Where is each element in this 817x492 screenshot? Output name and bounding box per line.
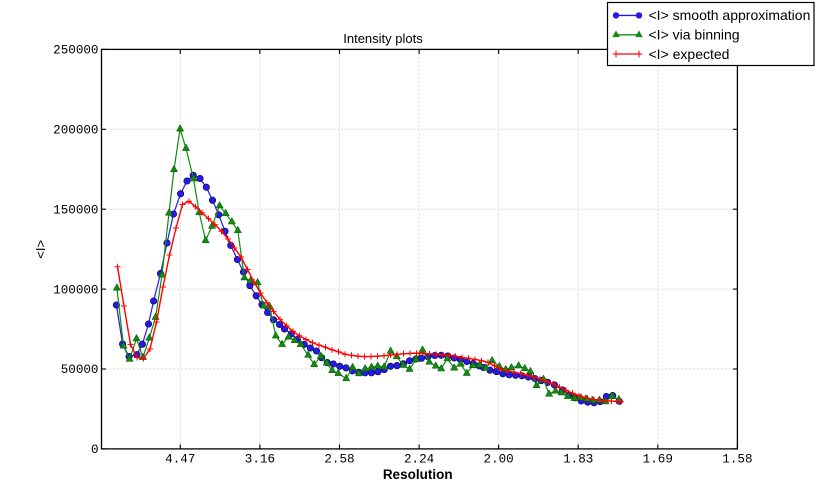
- svg-text:1.83: 1.83: [563, 453, 593, 467]
- svg-text:1.69: 1.69: [643, 453, 673, 467]
- svg-text:150000: 150000: [53, 203, 98, 217]
- svg-text:50000: 50000: [61, 363, 99, 377]
- svg-text:3.16: 3.16: [245, 453, 275, 467]
- svg-text:1.58: 1.58: [722, 453, 752, 467]
- svg-text:Intensity plots: Intensity plots: [343, 31, 423, 46]
- svg-text:2.24: 2.24: [404, 453, 434, 467]
- svg-text:4.47: 4.47: [165, 453, 195, 467]
- svg-text:Resolution: Resolution: [383, 467, 453, 482]
- svg-text:100000: 100000: [53, 283, 98, 297]
- svg-text:<I> expected: <I> expected: [649, 46, 730, 62]
- svg-text:250000: 250000: [53, 44, 98, 58]
- svg-text:0: 0: [91, 443, 99, 457]
- svg-text:2.58: 2.58: [324, 453, 354, 467]
- svg-text:<I>: <I>: [33, 240, 48, 259]
- svg-text:<I> via binning: <I> via binning: [649, 27, 740, 43]
- svg-text:<I> smooth approximation: <I> smooth approximation: [649, 7, 811, 23]
- svg-text:200000: 200000: [53, 124, 98, 138]
- svg-text:2.00: 2.00: [483, 453, 513, 467]
